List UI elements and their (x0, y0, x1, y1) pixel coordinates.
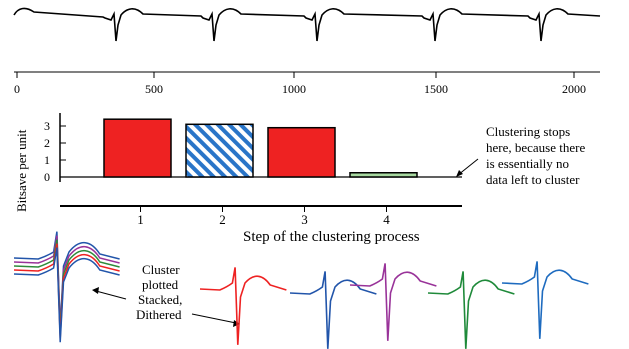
x-tick-label: 2 (219, 212, 226, 227)
stacked-cluster-plot (13, 231, 120, 343)
bar-step-4 (349, 172, 418, 178)
x-tick-label: 4 (383, 212, 390, 227)
bar-step-1 (103, 118, 172, 178)
cluster-member-motif (289, 271, 377, 349)
clustering-stops-line-3: is essentially no (486, 156, 569, 171)
cluster-member-motif (349, 263, 437, 341)
ecg-signal-line (13, 7, 601, 42)
cluster-plotted-line-3: Stacked, (138, 292, 182, 307)
cluster-plotted-arrowhead-left (92, 287, 99, 294)
cluster-plotted-line-1: Cluster (142, 262, 180, 277)
y-tick-label: 0 (44, 170, 50, 184)
x-tick-label: 1 (137, 212, 144, 227)
ecg-signal-panel: 0 500 1000 1500 2000 (13, 7, 601, 96)
cluster-plotted-arrow-right (191, 313, 237, 324)
cluster-member-motif (427, 271, 515, 349)
ecg-tick-label: 0 (14, 82, 20, 96)
ecg-tick-label: 500 (145, 82, 163, 96)
stacked-motif-trace (13, 231, 120, 327)
ecg-tick-label: 1500 (424, 82, 448, 96)
cluster-plotted-line-2: plotted (142, 277, 179, 292)
cluster-plotted-annotation: Cluster plotted Stacked, Dithered (92, 262, 240, 327)
clustering-stops-line-2: here, because there (486, 140, 585, 155)
cluster-member-motifs (199, 261, 589, 349)
x-tick-label: 3 (301, 212, 308, 227)
stacked-motif-trace (13, 247, 120, 343)
bitsave-bar-chart: 0 1 2 3 1 2 3 4 Bitsave per unit Step of the c… (14, 113, 462, 245)
clustering-stops-annotation: Clustering stops here, because there is … (456, 124, 585, 187)
bar-chart-x-label: Step of the clustering process (243, 229, 420, 245)
clustering-stops-line-4: data left to cluster (486, 172, 580, 187)
stacked-motif-trace (13, 239, 120, 335)
bar-chart-y-label: Bitsave per unit (14, 129, 29, 212)
cluster-plotted-arrow-left (95, 290, 127, 300)
y-tick-label: 3 (44, 119, 50, 133)
cluster-member-motif (199, 267, 287, 345)
ecg-tick-label: 2000 (562, 82, 586, 96)
cluster-plotted-line-4: Dithered (136, 307, 182, 322)
bar-step-2 (185, 123, 254, 178)
clustering-stops-arrow (457, 158, 479, 176)
y-tick-label: 1 (44, 153, 50, 167)
y-tick-label: 2 (44, 136, 50, 150)
ecg-tick-label: 1000 (282, 82, 306, 96)
clustering-stops-line-1: Clustering stops (486, 124, 570, 139)
clustering-stops-arrowhead (456, 170, 463, 177)
bar-step-3 (267, 126, 336, 178)
stacked-motif-trace (13, 235, 120, 331)
cluster-member-motif (501, 261, 589, 339)
